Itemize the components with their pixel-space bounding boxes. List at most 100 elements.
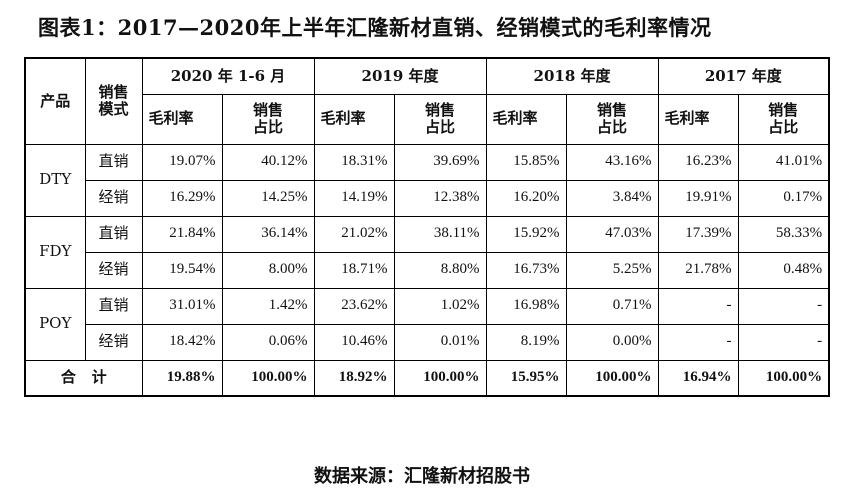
sales-share-cell: 1.42% (221, 287, 315, 325)
page-title: 图表1：2017—2020年上半年汇隆新材直销、经销模式的毛利率情况 (38, 15, 712, 40)
gross-margin-cell: 18.42% (141, 323, 223, 361)
total-sales-share-cell: 100.00% (393, 359, 487, 397)
sales-share-cell: 0.17% (737, 179, 830, 217)
total-label: 合 计 (24, 359, 143, 397)
header-sales-share-line2: 占比 (253, 118, 284, 136)
sales-share-cell: 0.00% (565, 323, 659, 361)
sales-share-cell: 58.33% (737, 215, 830, 253)
sales-share-cell: 0.01% (393, 323, 487, 361)
header-row-periods: 产品 销售 模式 2020 年 1-6 月 2019 年度 2018 年度 201… (24, 57, 830, 145)
sales-share-cell: 0.48% (737, 251, 830, 289)
header-period: 2018 年度 (485, 57, 659, 95)
gross-margin-cell: - (657, 323, 739, 361)
gross-margin-cell: 21.84% (141, 215, 223, 253)
sales-mode-cell: 经销 (84, 323, 143, 361)
sales-share-cell: 12.38% (393, 179, 487, 217)
table-row: 经销 19.54% 8.00% 18.71% 8.80% 16.73% 5.25… (25, 251, 830, 289)
header-period: 2019 年度 (313, 57, 487, 95)
sales-share-cell: 39.69% (393, 143, 487, 181)
gross-margin-cell: 31.01% (141, 287, 223, 325)
header-period: 2017 年度 (657, 57, 830, 95)
product-cell: POY (24, 287, 86, 361)
gross-margin-cell: 14.19% (313, 179, 395, 217)
sales-share-cell: - (737, 287, 830, 325)
sales-share-cell: 8.80% (393, 251, 487, 289)
gross-margin-cell: 17.39% (657, 215, 739, 253)
total-gross-margin-cell: 18.92% (313, 359, 395, 397)
header-sales-share: 销售 占比 (565, 93, 659, 145)
gross-margin-cell: 15.92% (485, 215, 567, 253)
sales-share-cell: 43.16% (565, 143, 659, 181)
header-gross-margin: 毛利率 (485, 93, 567, 145)
total-gross-margin-cell: 15.95% (485, 359, 567, 397)
header-sales-share-line2: 占比 (597, 118, 628, 136)
gross-margin-cell: 19.91% (657, 179, 739, 217)
sales-share-cell: - (737, 323, 830, 361)
sales-share-cell: 40.12% (221, 143, 315, 181)
sales-share-cell: 47.03% (565, 215, 659, 253)
header-product: 产品 (24, 57, 86, 145)
header-sales-share-line1: 销售 (425, 100, 456, 119)
sales-share-cell: 1.02% (393, 287, 487, 325)
table-row: FDY 直销 21.84% 36.14% 21.02% 38.11% 15.92… (24, 215, 830, 289)
gross-margin-cell: - (657, 287, 739, 325)
header-sales-share-line2: 占比 (425, 118, 456, 136)
header-sales-share: 销售 占比 (393, 93, 487, 145)
header-sales-mode-line1: 销售 (98, 83, 129, 101)
gross-margin-cell: 16.98% (485, 287, 567, 325)
product-cell: FDY (24, 215, 86, 289)
sales-mode-cell: 直销 (84, 287, 143, 325)
total-sales-share-cell: 100.00% (737, 359, 830, 397)
header-sales-share-line1: 销售 (253, 100, 284, 119)
gross-margin-cell: 16.20% (485, 179, 567, 217)
header-gross-margin: 毛利率 (657, 93, 739, 145)
gross-margin-cell: 21.02% (313, 215, 395, 253)
gross-margin-cell: 18.71% (313, 251, 395, 289)
gross-margin-cell: 21.78% (657, 251, 739, 289)
data-source-note: 数据来源：汇隆新材招股书 (314, 466, 530, 487)
total-gross-margin-cell: 19.88% (141, 359, 223, 397)
sales-share-cell: 38.11% (393, 215, 487, 253)
header-sales-share-line1: 销售 (768, 100, 799, 119)
total-sales-share-cell: 100.00% (221, 359, 315, 397)
sales-share-cell: 8.00% (221, 251, 315, 289)
gross-margin-cell: 23.62% (313, 287, 395, 325)
header-sales-share: 销售 占比 (737, 93, 830, 145)
sales-mode-cell: 直销 (84, 143, 143, 181)
sales-mode-cell: 经销 (84, 251, 143, 289)
table-row: DTY 直销 19.07% 40.12% 18.31% 39.69% 15.85… (24, 143, 830, 217)
header-period: 2020 年 1-6 月 (141, 57, 315, 95)
gross-margin-cell: 19.07% (141, 143, 223, 181)
gross-margin-table: 产品 销售 模式 2020 年 1-6 月 2019 年度 2018 年度 201… (24, 57, 831, 397)
sales-share-cell: 0.06% (221, 323, 315, 361)
product-cell: DTY (24, 143, 86, 217)
header-sales-mode-line2: 模式 (98, 100, 129, 119)
header-sales-share-line2: 占比 (768, 118, 799, 136)
table-row: 经销 16.29% 14.25% 14.19% 12.38% 16.20% 3.… (25, 179, 830, 217)
gross-margin-cell: 10.46% (313, 323, 395, 361)
gross-margin-cell: 16.73% (485, 251, 567, 289)
table-row: POY 直销 31.01% 1.42% 23.62% 1.02% 16.98% … (24, 287, 830, 361)
sales-share-cell: 36.14% (221, 215, 315, 253)
gross-margin-cell: 16.29% (141, 179, 223, 217)
table-row: 经销 18.42% 0.06% 10.46% 0.01% 8.19% 0.00%… (25, 323, 830, 361)
sales-mode-cell: 直销 (84, 215, 143, 253)
header-row-metrics: 毛利率 销售 占比 毛利率 销售 占比 毛利率 销售 占比 毛利率 销售 占比 (25, 93, 830, 145)
gross-margin-cell: 16.23% (657, 143, 739, 181)
sales-mode-cell: 经销 (84, 179, 143, 217)
header-sales-mode: 销售 模式 (84, 57, 143, 145)
sales-share-cell: 14.25% (221, 179, 315, 217)
gross-margin-cell: 8.19% (485, 323, 567, 361)
total-gross-margin-cell: 16.94% (657, 359, 739, 397)
header-sales-share: 销售 占比 (221, 93, 315, 145)
sales-share-cell: 3.84% (565, 179, 659, 217)
total-sales-share-cell: 100.00% (565, 359, 659, 397)
header-gross-margin: 毛利率 (313, 93, 395, 145)
header-sales-share-line1: 销售 (597, 100, 628, 119)
gross-margin-cell: 15.85% (485, 143, 567, 181)
sales-share-cell: 41.01% (737, 143, 830, 181)
sales-share-cell: 5.25% (565, 251, 659, 289)
sales-share-cell: 0.71% (565, 287, 659, 325)
gross-margin-cell: 19.54% (141, 251, 223, 289)
gross-margin-cell: 18.31% (313, 143, 395, 181)
